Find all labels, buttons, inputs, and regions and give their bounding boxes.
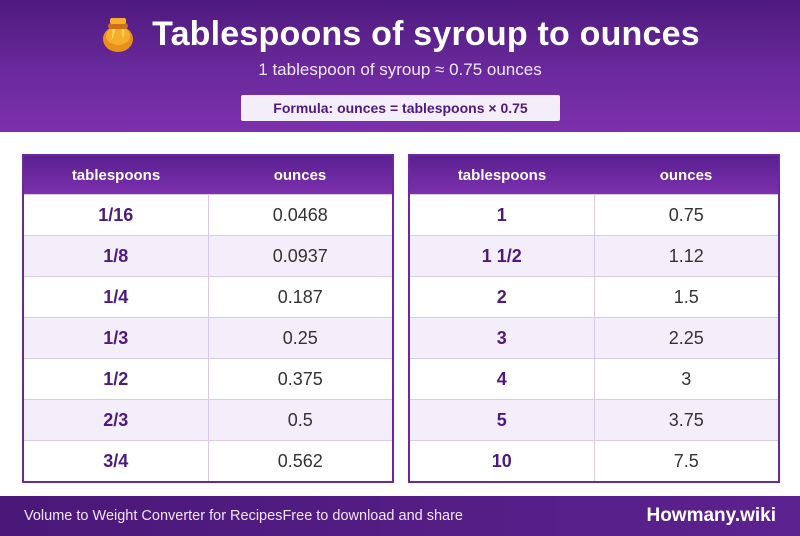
table-row: 3/4 0.562 xyxy=(24,440,392,481)
ounces-cell: 0.187 xyxy=(277,286,323,307)
table-row: 4 3 xyxy=(410,358,778,399)
page-title: Tablespoons of syroup to ounces xyxy=(152,14,700,53)
ounces-cell: 2.25 xyxy=(668,327,704,348)
tablespoons-cell: 3 xyxy=(410,318,595,358)
table-row: 1/8 0.0937 xyxy=(24,235,392,276)
column-header-tablespoons: tablespoons xyxy=(457,166,547,184)
formula-badge: Formula: ounces = tablespoons × 0.75 xyxy=(241,95,560,121)
tablespoons-cell: 2 xyxy=(410,277,595,317)
header-banner: Tablespoons of syroup to ounces 1 tables… xyxy=(0,0,800,132)
table-row: 1/4 0.187 xyxy=(24,276,392,317)
table-row: 3 2.25 xyxy=(410,317,778,358)
tablespoons-cell: 1/16 xyxy=(24,195,209,235)
table-row: 2/3 0.5 xyxy=(24,399,392,440)
ounces-cell: 3.75 xyxy=(668,409,704,430)
conversion-table-left: tablespoons ounces 1/16 0.0468 1/8 0.093… xyxy=(22,154,394,483)
tablespoons-cell: 5 xyxy=(410,400,595,440)
ounces-cell: 0.0468 xyxy=(272,204,328,225)
table-header: tablespoons ounces xyxy=(24,156,392,194)
conversion-table-right: tablespoons ounces 1 0.75 1 1/2 1.12 2 1… xyxy=(408,154,780,483)
honey-pot-icon xyxy=(103,18,134,52)
ounces-cell: 0.375 xyxy=(277,368,323,389)
table-row: 1/3 0.25 xyxy=(24,317,392,358)
table-row: 1 1/2 1.12 xyxy=(410,235,778,276)
tablespoons-cell: 1/2 xyxy=(24,359,209,399)
tablespoons-cell: 10 xyxy=(410,441,595,481)
title-row: Tablespoons of syroup to ounces xyxy=(0,12,800,56)
tablespoons-cell: 1 1/2 xyxy=(410,236,595,276)
ounces-cell: 0.5 xyxy=(287,409,313,430)
ounces-cell: 0.0937 xyxy=(272,245,328,266)
table-row: 1 0.75 xyxy=(410,194,778,235)
ounces-cell: 1.5 xyxy=(673,286,699,307)
ounces-cell: 1.12 xyxy=(668,245,704,266)
tablespoons-cell: 4 xyxy=(410,359,595,399)
tablespoons-cell: 1/4 xyxy=(24,277,209,317)
conversion-subtitle: 1 tablespoon of syroup ≈ 0.75 ounces xyxy=(258,60,542,79)
table-header: tablespoons ounces xyxy=(410,156,778,194)
tablespoons-cell: 1/8 xyxy=(24,236,209,276)
brand-link[interactable]: Howmany.wiki xyxy=(646,505,776,526)
ounces-cell: 0.25 xyxy=(282,327,318,348)
column-header-ounces: ounces xyxy=(659,166,713,184)
table-row: 5 3.75 xyxy=(410,399,778,440)
ounces-cell: 0.562 xyxy=(277,450,323,471)
table-row: 1/2 0.375 xyxy=(24,358,392,399)
footer-caption: Volume to Weight Converter for Recipes Fr… xyxy=(24,496,463,536)
tablespoons-cell: 1/3 xyxy=(24,318,209,358)
tablespoons-cell: 3/4 xyxy=(24,441,209,481)
column-header-ounces: ounces xyxy=(273,166,327,184)
column-header-tablespoons: tablespoons xyxy=(71,166,161,184)
table-row: 2 1.5 xyxy=(410,276,778,317)
tablespoons-cell: 1 xyxy=(410,195,595,235)
ounces-cell: 0.75 xyxy=(668,204,704,225)
tablespoons-cell: 2/3 xyxy=(24,400,209,440)
ounces-cell: 7.5 xyxy=(673,450,699,471)
footer-bar: Volume to Weight Converter for Recipes Fr… xyxy=(0,496,800,536)
ounces-cell: 3 xyxy=(681,368,692,389)
table-row: 10 7.5 xyxy=(410,440,778,481)
footer-share-text: Free to download and share xyxy=(282,508,464,524)
footer-converter-text: Volume to Weight Converter for Recipes xyxy=(24,508,283,524)
table-row: 1/16 0.0468 xyxy=(24,194,392,235)
